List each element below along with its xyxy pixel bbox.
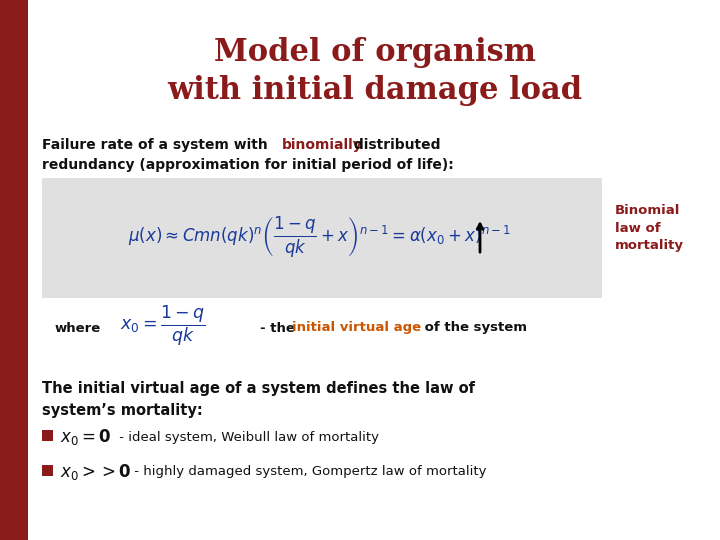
Text: $\mathit{x}_0 = \mathbf{0}$: $\mathit{x}_0 = \mathbf{0}$	[60, 427, 112, 447]
Text: with initial damage load: with initial damage load	[168, 75, 582, 105]
Text: distributed: distributed	[349, 138, 441, 152]
Text: of the system: of the system	[420, 321, 527, 334]
Bar	[42, 178, 602, 298]
Text: - ideal system, Weibull law of mortality: - ideal system, Weibull law of mortality	[115, 430, 379, 443]
Text: The initial virtual age of a system defines the law of: The initial virtual age of a system defi…	[42, 381, 475, 395]
Text: $\mathit{x}_0 >> \mathbf{0}$: $\mathit{x}_0 >> \mathbf{0}$	[60, 462, 132, 482]
Text: redundancy (approximation for initial period of life):: redundancy (approximation for initial pe…	[42, 158, 454, 172]
Text: $\mu(x) \approx \mathit{Cmn}(qk)^n\left(\dfrac{1-q}{qk} + x\right)^{n-1}= \alpha: $\mu(x) \approx \mathit{Cmn}(qk)^n\left(…	[128, 215, 512, 260]
Text: system’s mortality:: system’s mortality:	[42, 402, 203, 417]
Bar	[0, 0, 28, 540]
Text: Failure rate of a system with: Failure rate of a system with	[42, 138, 273, 152]
Text: where: where	[55, 321, 102, 334]
Bar	[42, 465, 53, 476]
Text: $x_0 = \dfrac{1-q}{qk}$: $x_0 = \dfrac{1-q}{qk}$	[120, 304, 206, 348]
Text: Model of organism: Model of organism	[214, 37, 536, 68]
Text: - highly damaged system, Gompertz law of mortality: - highly damaged system, Gompertz law of…	[130, 465, 487, 478]
Text: - the: - the	[260, 321, 300, 334]
Text: initial virtual age: initial virtual age	[292, 321, 421, 334]
Bar	[42, 430, 53, 441]
Text: binomially: binomially	[282, 138, 363, 152]
Text: Binomial
law of
mortality: Binomial law of mortality	[615, 205, 684, 252]
